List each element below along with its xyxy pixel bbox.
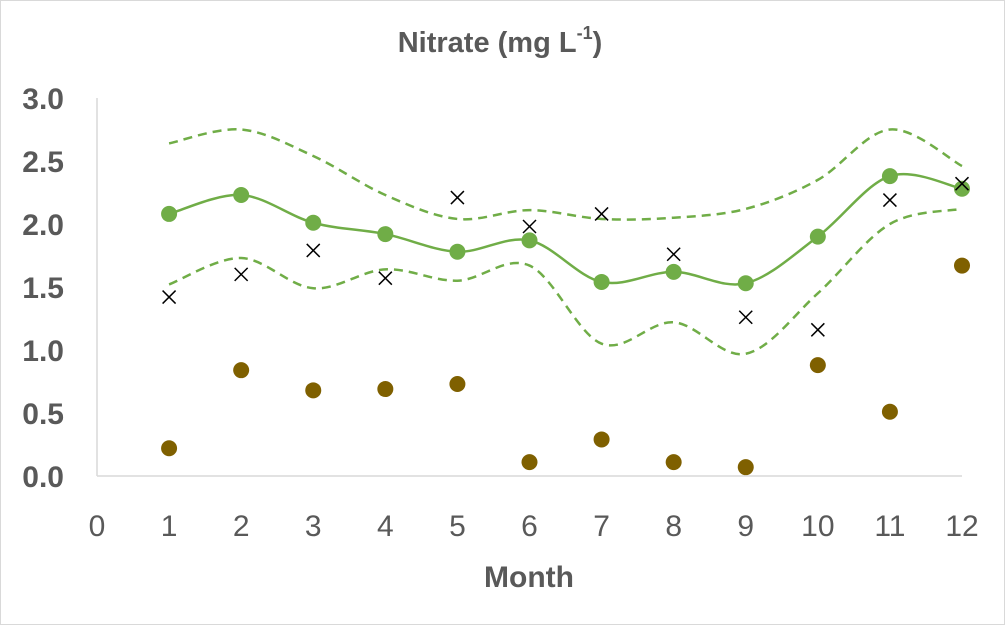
chart-title: Nitrate (mg L-1): [398, 23, 603, 59]
data-point: [377, 381, 394, 398]
data-point: [737, 459, 754, 476]
data-point: [809, 228, 826, 245]
x-tick-label: 9: [737, 510, 754, 543]
x-tick-label: 1: [161, 510, 178, 543]
data-point: [161, 205, 178, 222]
x-tick-label: 4: [377, 510, 394, 543]
y-tick-label: 1.5: [22, 272, 64, 305]
x-marker-stroke: [450, 190, 465, 205]
y-tick-label: 2.5: [22, 146, 64, 179]
data-point: [521, 232, 538, 249]
y-tick-label: 2.0: [22, 209, 64, 242]
data-point: [450, 190, 465, 205]
x-tick-label: 0: [89, 510, 106, 543]
x-tick-label: 8: [665, 510, 682, 543]
data-point: [449, 243, 466, 260]
x-marker-stroke: [810, 322, 825, 337]
data-point: [593, 273, 610, 290]
data-point: [882, 193, 897, 208]
data-point: [378, 271, 393, 286]
data-point: [521, 454, 538, 471]
axes: [96, 98, 962, 477]
data-point: [593, 431, 610, 448]
data-point: [881, 403, 898, 420]
y-tick-label: 1.0: [22, 335, 64, 368]
data-point: [810, 322, 825, 337]
y-tick-label: 0.0: [22, 461, 64, 494]
x-marker-stroke: [522, 219, 537, 234]
series-upper: [168, 128, 963, 221]
x-marker-stroke: [306, 243, 321, 258]
data-point: [665, 263, 682, 280]
data-point: [233, 187, 250, 204]
series-line-lower: [168, 207, 963, 356]
data-point: [522, 219, 537, 234]
x-tick-label: 10: [801, 510, 834, 543]
data-point: [954, 257, 970, 274]
series-lower: [168, 207, 963, 356]
data-point: [954, 176, 970, 191]
data-point: [881, 168, 898, 185]
data-point: [377, 226, 394, 243]
data-point: [162, 290, 177, 305]
series-low: [161, 257, 970, 476]
y-tick-label: 3.0: [22, 83, 64, 116]
series-layer: [161, 128, 970, 476]
data-point: [954, 180, 970, 197]
y-tick-label: 0.5: [22, 398, 64, 431]
x-tick-label: 6: [521, 510, 538, 543]
data-point: [449, 376, 466, 393]
data-point: [306, 243, 321, 258]
x-marker-stroke: [954, 176, 970, 191]
data-point: [161, 440, 178, 457]
series-line-mean: [168, 173, 963, 286]
x-axis-label: Month: [484, 561, 574, 594]
data-point: [809, 357, 826, 374]
x-tick-label: 12: [945, 510, 978, 543]
x-tick-label: 11: [874, 510, 905, 543]
data-point: [233, 362, 250, 379]
x-marker-stroke: [594, 206, 609, 221]
data-point: [666, 247, 681, 262]
data-point: [737, 275, 754, 292]
x-axis-ticks: 0 1 2 3 4 5 6 7 8 9 10 11 12: [89, 510, 979, 543]
series-mean: [161, 168, 970, 292]
data-point: [305, 382, 322, 399]
x-marker-stroke: [234, 267, 249, 282]
data-point: [665, 454, 682, 471]
x-marker-stroke: [666, 247, 681, 262]
series-observed: [162, 176, 970, 337]
x-marker-stroke: [882, 193, 897, 208]
x-marker-stroke: [162, 290, 177, 305]
data-point: [234, 267, 249, 282]
x-marker-stroke: [738, 310, 753, 325]
data-point: [594, 206, 609, 221]
data-point: [305, 214, 322, 231]
x-marker-stroke: [378, 271, 393, 286]
y-axis-ticks: 0.0 0.5 1.0 1.5 2.0 2.5 3.0: [22, 83, 64, 494]
x-tick-label: 3: [305, 510, 322, 543]
x-tick-label: 5: [449, 510, 466, 543]
x-tick-label: 7: [593, 510, 610, 543]
series-line-upper: [168, 128, 963, 221]
data-point: [738, 310, 753, 325]
x-tick-label: 2: [233, 510, 250, 543]
